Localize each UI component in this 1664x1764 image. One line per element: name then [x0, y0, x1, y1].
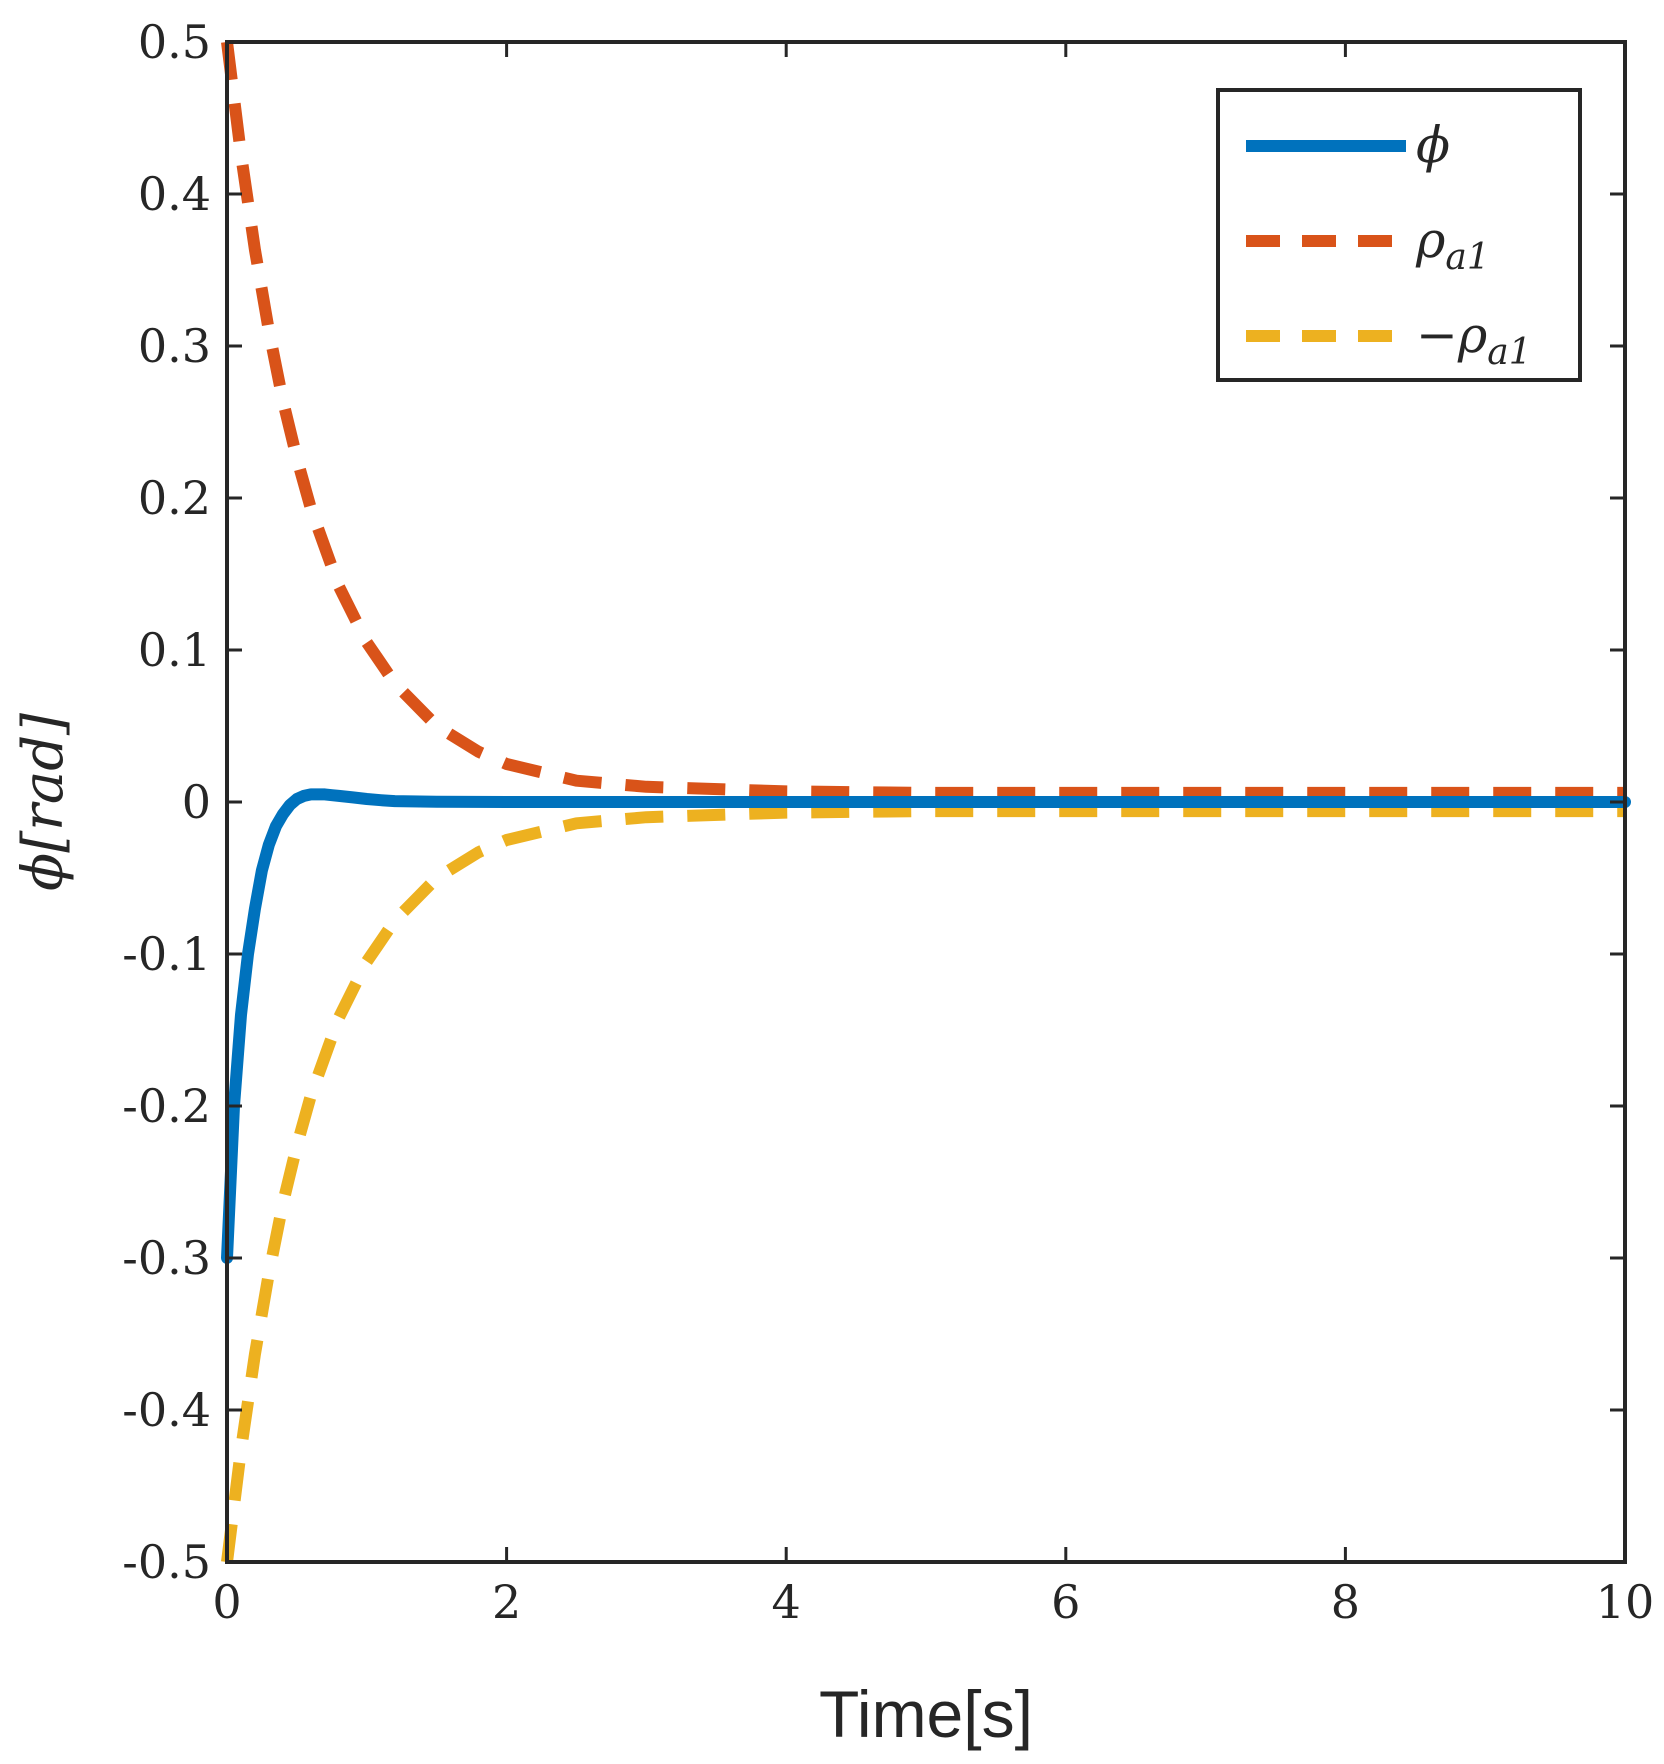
series-line-2 — [221, 805, 1625, 1563]
legend-label-main: −ρ — [1416, 306, 1488, 364]
x-tick-label: 8 — [1331, 1575, 1360, 1629]
legend-label-main: ϕ — [1416, 116, 1450, 174]
y-tick-label: 0.4 — [138, 167, 211, 221]
legend-label-sub: a1 — [1445, 237, 1489, 278]
series-layer — [221, 41, 1631, 1563]
x-tick-label: 6 — [1051, 1575, 1080, 1629]
y-tick-label: 0.5 — [138, 15, 211, 69]
y-tick-label: 0.3 — [138, 319, 211, 373]
y-tick-label: 0.1 — [138, 623, 211, 677]
y-tick-label: 0 — [182, 775, 211, 829]
y-tick-label: 0.2 — [138, 471, 211, 525]
x-tick-label: 10 — [1596, 1575, 1655, 1629]
legend-label-2: −ρa1 — [1416, 306, 1532, 373]
y-tick-label: -0.5 — [122, 1535, 211, 1589]
y-axis-symbol: ϕ — [11, 853, 76, 891]
y-tick-label: -0.2 — [122, 1079, 211, 1133]
series-line-0 — [221, 788, 1631, 1264]
y-tick-label: -0.4 — [122, 1383, 211, 1437]
legend-label-0: ϕ — [1416, 116, 1450, 174]
legend-label-1: ρa1 — [1415, 211, 1490, 278]
x-tick-label: 4 — [772, 1575, 801, 1629]
y-tick-label: -0.1 — [122, 927, 211, 981]
x-tick-label: 0 — [212, 1575, 241, 1629]
legend-label-main: ρ — [1415, 211, 1446, 269]
x-tick-label: 2 — [492, 1575, 521, 1629]
series-line-1 — [221, 41, 1625, 799]
y-axis-unit: [rad] — [11, 713, 76, 853]
x-axis-title: Time[s] — [819, 1677, 1033, 1751]
y-axis-title: ϕ[rad] — [11, 713, 76, 891]
legend-label-sub: a1 — [1487, 332, 1531, 373]
ticks-layer: 0 2 4 6 8 10 0.5 0.4 0.3 0.2 0.1 0 -0.1 -0.2 -0.3 -0.4 -… — [122, 15, 1654, 1629]
y-tick-label: -0.3 — [122, 1231, 211, 1285]
